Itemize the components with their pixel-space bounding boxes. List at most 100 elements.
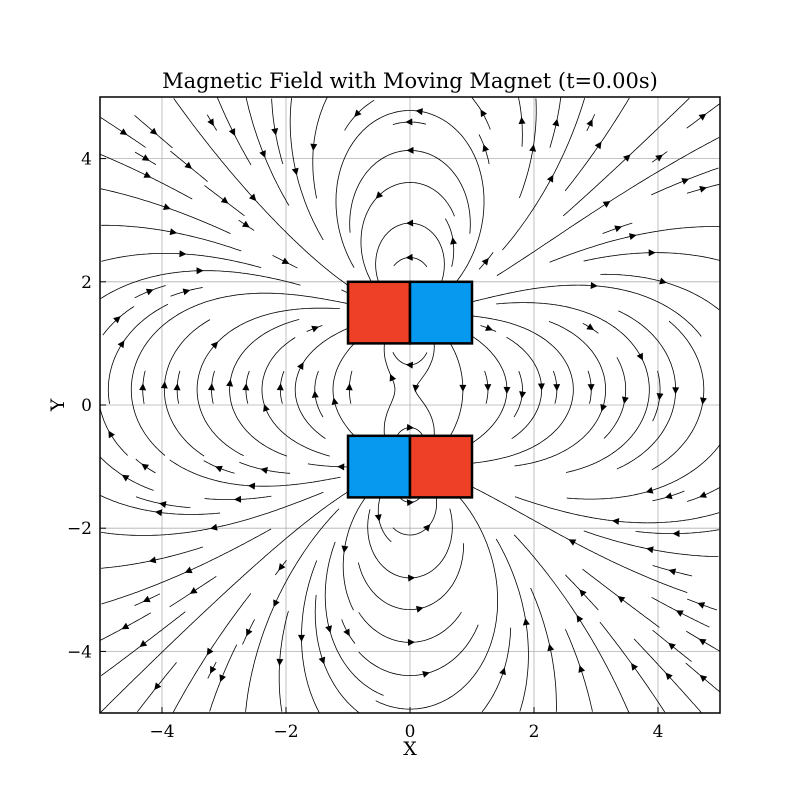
streamline-arrow — [318, 656, 326, 665]
streamline-arrow — [659, 277, 667, 285]
streamline-arrow — [482, 144, 490, 153]
streamline-arrow — [226, 379, 234, 387]
streamline-arrow — [375, 191, 384, 199]
streamline-arrow — [281, 257, 290, 264]
axis-ticks: −4 −2 0 2 4 −4 −2 0 2 4 — [67, 150, 663, 742]
streamline-arrow — [113, 316, 121, 324]
streamline-arrow — [552, 118, 560, 127]
streamline-arrow — [629, 233, 637, 240]
streamline-arrow — [586, 119, 593, 127]
streamline-arrow — [337, 463, 345, 471]
streamline-arrow — [297, 634, 305, 642]
streamline-arrow — [310, 143, 318, 151]
streamline-arrow — [529, 144, 537, 152]
streamline-arrow — [246, 628, 253, 637]
y-tick-label: 2 — [81, 273, 92, 293]
streamline-arrow — [518, 116, 526, 125]
y-tick-label: −4 — [67, 642, 92, 662]
streamline-arrow — [149, 127, 158, 135]
streamline-arrow — [522, 618, 530, 626]
streamline-arrow — [325, 625, 333, 633]
chart-title: Magnetic Field with Moving Magnet (t=0.0… — [162, 69, 658, 93]
streamline-arrow — [241, 220, 250, 228]
streamline-arrow — [668, 568, 677, 576]
streamline-arrow — [406, 499, 415, 507]
streamline-arrow — [614, 225, 623, 233]
streamline-arrow — [675, 610, 684, 617]
streamline-arrow — [698, 113, 707, 121]
streamline-arrow — [263, 404, 270, 412]
streamline-arrow — [260, 467, 268, 474]
streamline-arrow — [587, 384, 595, 392]
streamline-arrow — [664, 492, 673, 500]
streamline-arrow — [121, 622, 130, 630]
streamline-arrow — [499, 667, 506, 676]
x-tick-label: −4 — [149, 722, 174, 742]
streamline-arrow — [154, 509, 163, 517]
streamline-arrow — [234, 495, 242, 503]
streamline-arrow — [207, 118, 214, 127]
streamline-arrow — [189, 587, 198, 594]
streamline-arrow — [259, 150, 266, 158]
streamline-arrow — [210, 665, 217, 674]
x-tick-label: 0 — [405, 722, 416, 742]
streamline-arrow — [412, 384, 420, 392]
streamline-arrow — [215, 465, 223, 473]
streamline-arrow — [537, 383, 545, 391]
streamline-arrow — [141, 154, 150, 161]
streamline-arrow — [389, 373, 397, 382]
streamline-arrow — [278, 563, 286, 571]
streamline-arrow — [415, 108, 423, 116]
streamline-arrow — [220, 196, 229, 204]
streamline-arrow — [407, 638, 415, 646]
streamline-arrow — [207, 383, 215, 391]
streamline-arrow — [228, 128, 236, 136]
streamline-arrow — [374, 514, 382, 522]
streamline-arrow — [672, 530, 680, 538]
streamline-arrow — [163, 203, 171, 211]
streamline-arrow — [546, 174, 554, 183]
streamline-arrow — [699, 491, 707, 498]
streamline-arrow — [611, 517, 620, 525]
streamline-arrow — [594, 141, 602, 150]
streamline-arrow — [297, 362, 304, 370]
streamline-arrow — [311, 390, 319, 398]
streamline-arrow — [576, 614, 584, 623]
x-tick-label: 4 — [653, 722, 664, 742]
streamline-arrow — [406, 146, 414, 154]
streamline-arrow — [154, 682, 162, 691]
y-tick-label: 0 — [81, 396, 92, 416]
streamline-arrow — [681, 178, 690, 185]
streamline-arrow — [143, 171, 152, 178]
streamline-arrow — [142, 595, 151, 603]
streamline-arrow — [655, 154, 663, 162]
upper-magnet-right-pole — [408, 280, 474, 345]
streamline-arrow — [141, 463, 150, 471]
streamline-arrow — [145, 288, 154, 296]
streamline-arrow — [343, 628, 350, 637]
streamline-arrow — [698, 638, 707, 646]
streamline-arrow — [273, 599, 280, 608]
y-axis-label: Y — [47, 398, 69, 412]
streamline-arrow — [423, 524, 431, 532]
streamline-arrow — [405, 253, 413, 261]
streamline-arrow — [503, 386, 511, 394]
streamline-arrow — [210, 341, 219, 349]
y-tick-label: −2 — [67, 519, 92, 539]
streamline-arrow — [276, 658, 284, 666]
magnets — [346, 280, 474, 499]
streamline-arrow — [206, 647, 214, 656]
streamline-arrow — [182, 288, 191, 296]
streamline-arrow — [697, 602, 706, 609]
streamline-arrow — [590, 281, 598, 289]
streamline-arrow — [668, 642, 676, 650]
streamline-arrow — [547, 643, 555, 652]
streamline-arrow — [169, 228, 178, 236]
streamline-arrow — [665, 672, 673, 681]
streamline-arrow — [184, 161, 193, 169]
streamline-arrow — [485, 324, 493, 331]
streamline-arrow — [119, 128, 128, 136]
streamline-arrow — [636, 352, 643, 361]
